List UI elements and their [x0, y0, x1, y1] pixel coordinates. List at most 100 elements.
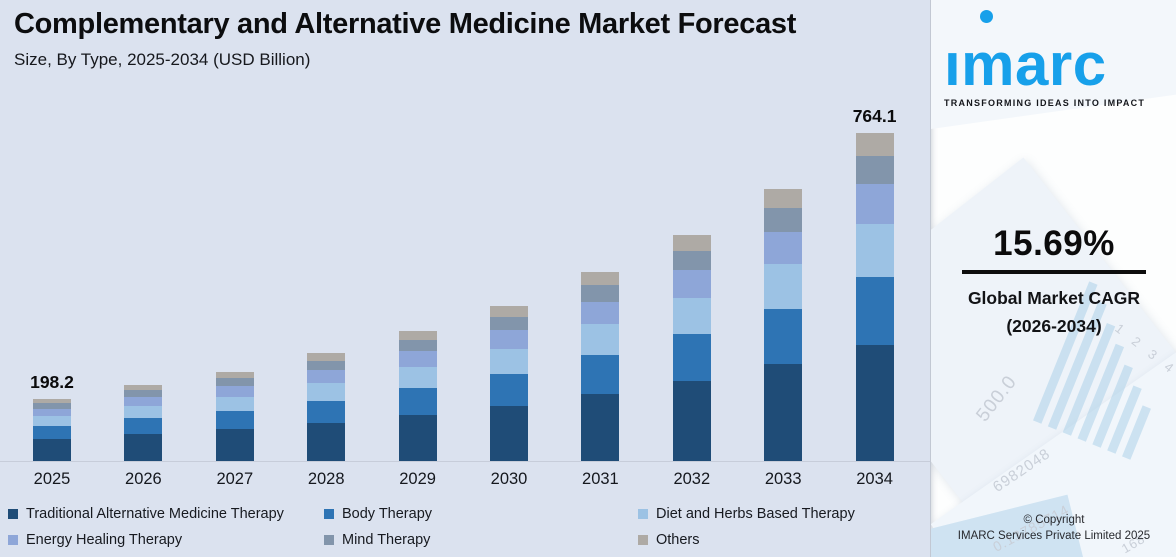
- logo-tagline: TRANSFORMING IDEAS INTO IMPACT: [944, 98, 1146, 108]
- bar-segment: [398, 367, 437, 388]
- bar-segment: [215, 411, 254, 429]
- bar-segment: [672, 251, 711, 270]
- bar-segment: [490, 406, 528, 461]
- bar-segment: [490, 317, 528, 330]
- bar-segment: [33, 426, 71, 439]
- legend-item: Diet and Herbs Based Therapy: [638, 506, 855, 522]
- legend-swatch-icon: [638, 535, 648, 545]
- bar-2034: [855, 133, 894, 461]
- page-title: Complementary and Alternative Medicine M…: [14, 8, 797, 40]
- bar-2027: [215, 372, 254, 461]
- bar-2028: [307, 353, 346, 461]
- legend-swatch-icon: [638, 509, 648, 519]
- bar-segment: [855, 133, 894, 156]
- stacked-bar-plot-area: 2025 2026 2027 2028 2029 2030 2031 2032 2033 2034…: [0, 106, 930, 488]
- bar-segment: [764, 264, 803, 309]
- bar-segment: [672, 298, 711, 334]
- copyright-line1: © Copyright: [1023, 514, 1085, 526]
- x-axis-label: 2028: [307, 470, 345, 488]
- bar-segment: [124, 390, 163, 397]
- brand-panel: 500.0 1 2 3 4 6982048 0.13785714 168 ımarc T…: [930, 0, 1176, 557]
- bar-segment: [581, 394, 620, 461]
- legend-item: Mind Therapy: [324, 532, 430, 548]
- legend-swatch-icon: [324, 535, 334, 545]
- bar-2029: [398, 331, 437, 461]
- bar-2030: [490, 306, 528, 461]
- bar-segment: [490, 306, 528, 317]
- copyright-line2: IMARC Services Private Limited 2025: [957, 530, 1151, 542]
- bar-segment: [307, 361, 346, 370]
- bar-segment: [398, 415, 437, 461]
- bar-segment: [490, 349, 528, 374]
- bar-segment: [307, 423, 346, 461]
- bar-2026: [124, 385, 163, 461]
- bar-segment: [398, 388, 437, 415]
- x-axis-label: 2025: [33, 470, 71, 488]
- bar-segment: [581, 285, 620, 302]
- copyright: © Copyright IMARC Services Private Limit…: [931, 512, 1176, 544]
- legend-label: Energy Healing Therapy: [26, 532, 183, 548]
- bar-segment: [672, 334, 711, 381]
- legend-item: Energy Healing Therapy: [8, 532, 182, 548]
- bar-segment: [215, 429, 254, 461]
- bar-segment: [33, 403, 71, 409]
- x-axis-label: 2034: [856, 470, 893, 488]
- bar-segment: [855, 345, 894, 461]
- legend-swatch-icon: [8, 509, 18, 519]
- bar-segment: [124, 406, 163, 418]
- bar-segment: [33, 439, 71, 461]
- logo-wordmark: ımarc: [944, 31, 1107, 98]
- bar-segment: [398, 340, 437, 351]
- cagr-underline: [962, 270, 1146, 274]
- bar-segment: [490, 330, 528, 349]
- x-axis-line: [0, 461, 930, 462]
- bar-segment: [764, 364, 803, 461]
- bar-segment: [764, 208, 803, 232]
- bar-segment: [490, 374, 528, 406]
- legend-swatch-icon: [8, 535, 18, 545]
- bar-segment: [855, 277, 894, 345]
- cagr-value: 15.69%: [993, 224, 1115, 263]
- bar-segment: [33, 409, 71, 416]
- legend-label: Traditional Alternative Medicine Therapy: [26, 506, 284, 522]
- x-axis-label: 2026: [125, 470, 162, 488]
- legend-label: Others: [656, 532, 700, 548]
- bar-segment: [307, 370, 346, 383]
- bar-segment: [581, 302, 620, 324]
- x-axis-label: 2029: [399, 470, 436, 488]
- bar-total-label: 198.2: [30, 372, 74, 392]
- bar-segment: [33, 416, 71, 426]
- bar-segment: [764, 309, 803, 364]
- brand-panel-inner: 500.0 1 2 3 4 6982048 0.13785714 168 ımarc T…: [931, 0, 1176, 557]
- bar-2032: [672, 235, 711, 461]
- bar-segment: [215, 372, 254, 378]
- bar-segment: [855, 156, 894, 184]
- bar-segment: [581, 355, 620, 394]
- legend-item: Body Therapy: [324, 506, 432, 522]
- bar-segment: [581, 272, 620, 285]
- cagr-label-line1: Global Market CAGR: [967, 288, 1141, 308]
- imarc-logo: ımarc TRANSFORMING IDEAS INTO IMPACT: [944, 10, 1170, 108]
- bar-segment: [764, 189, 803, 208]
- x-axis-label: 2033: [764, 470, 802, 488]
- logo-i-dot-icon: [980, 10, 993, 23]
- bar-2033: [764, 189, 803, 461]
- bar-segment: [215, 378, 254, 386]
- x-axis-label: 2032: [673, 470, 711, 488]
- bar-segment: [124, 385, 163, 390]
- bar-segment: [398, 351, 437, 367]
- bar-2031: [581, 272, 620, 461]
- legend-swatch-icon: [324, 509, 334, 519]
- bar-segment: [124, 434, 163, 461]
- bar-segment: [764, 232, 803, 264]
- cagr-label-line2: (2026-2034): [1006, 316, 1102, 336]
- legend-label: Diet and Herbs Based Therapy: [656, 506, 855, 522]
- legend-item: Traditional Alternative Medicine Therapy: [8, 506, 284, 522]
- bar-segment: [581, 324, 620, 355]
- bar-segment: [33, 399, 71, 403]
- bar-segment: [124, 397, 163, 406]
- bar-2025: [33, 399, 71, 461]
- legend-item: Others: [638, 532, 700, 548]
- bar-total-label: 764.1: [852, 106, 897, 126]
